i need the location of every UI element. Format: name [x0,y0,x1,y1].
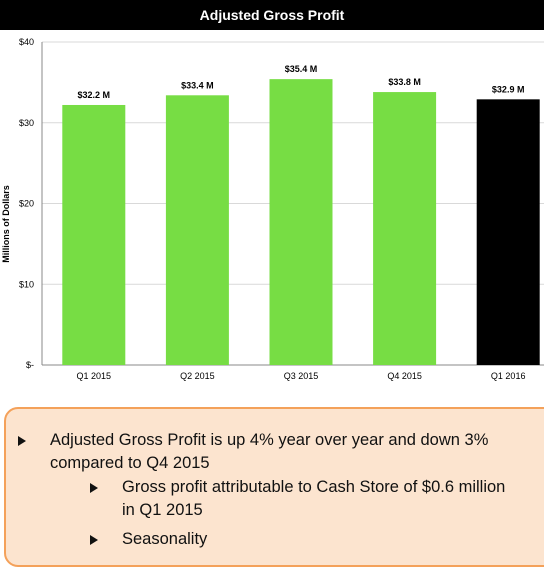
x-tick-label: Q1 2015 [77,371,112,381]
note-sub-1-line-1: Gross profit attributable to Cash Store … [122,478,506,496]
note-main-line-2: compared to Q4 2015 [50,454,210,472]
note-main-line-1: Adjusted Gross Profit is up 4% year over… [50,431,489,449]
bullet-arrow-icon [18,436,26,446]
note-sub-1-line-2: in Q1 2015 [122,501,203,519]
y-tick-label: $30 [19,118,34,128]
bar [165,95,229,366]
data-label: $32.9 M [492,84,525,94]
bar [62,104,126,366]
y-tick-label: $10 [19,279,34,289]
y-axis-label: Millions of Dollars [1,185,11,263]
y-tick-label: $40 [19,37,34,47]
chart-title: Adjusted Gross Profit [0,0,544,30]
x-tick-label: Q3 2015 [284,371,319,381]
y-tick-label: $20 [19,199,34,209]
bar [476,99,540,366]
data-label: $33.4 M [181,80,214,90]
data-label: $32.2 M [78,90,111,100]
x-tick-label: Q2 2015 [180,371,215,381]
x-tick-label: Q1 2016 [491,371,526,381]
note-sub-2: Seasonality [122,530,208,548]
notes-panel: Adjusted Gross Profit is up 4% year over… [4,407,544,567]
bar [269,79,333,365]
bar-chart: Millions of Dollars $- $10 $20 $30 $40 $32.2 … [1,37,544,381]
data-label: $35.4 M [285,64,318,74]
bar [373,92,437,365]
bullet-arrow-icon [90,483,98,493]
bullet-arrow-icon [90,535,98,545]
data-label: $33.8 M [388,77,421,87]
y-tick-label: $- [26,360,34,370]
x-tick-label: Q4 2015 [387,371,422,381]
